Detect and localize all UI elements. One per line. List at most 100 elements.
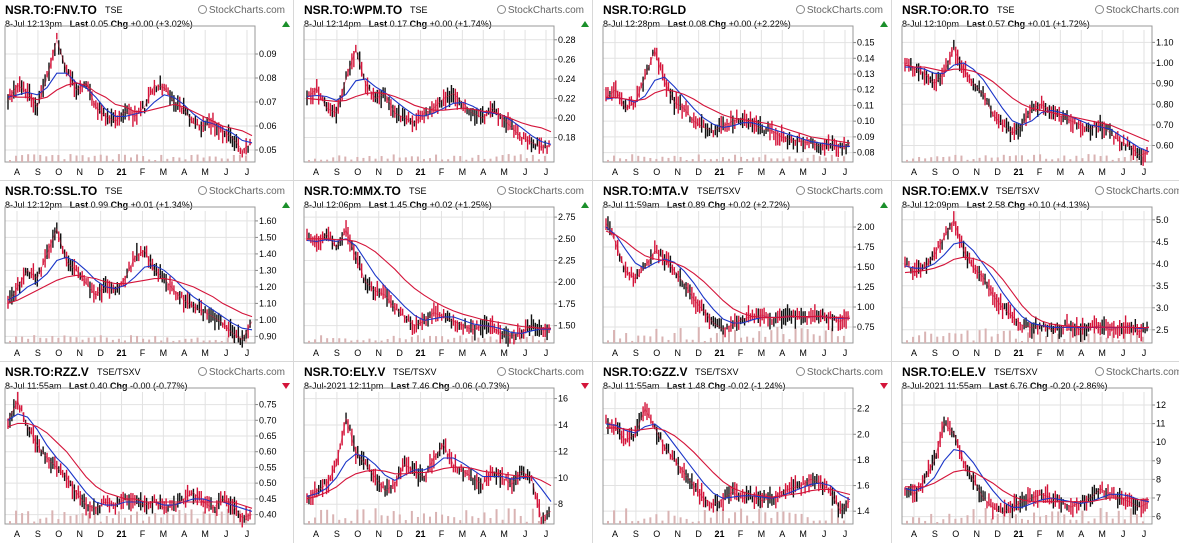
volume-bar [471, 516, 474, 524]
chg-value: -0.06 (-0.73%) [452, 381, 510, 391]
exchange-label: TSE [409, 186, 427, 196]
y-tick-label: 0.20 [558, 113, 576, 123]
last-value: 1.48 [687, 381, 706, 391]
x-tick-label: M [500, 348, 508, 358]
volume-bar [338, 338, 341, 343]
y-tick-label: 0.05 [259, 145, 277, 155]
volume-bar [1002, 154, 1005, 162]
moving-average-line [905, 469, 1149, 503]
x-tick-label: O [952, 167, 959, 177]
last-value: 7.46 [411, 381, 430, 391]
x-tick-label: M [1057, 529, 1065, 539]
x-tick-label: A [14, 167, 20, 177]
volume-bar [117, 154, 120, 162]
quote-info: 8-Jul 12:28pm Last 0.08 Chg +0.00 (+2.22… [603, 19, 791, 29]
volume-bar [812, 334, 815, 343]
chart-panel: NSR.TO:EMX.V TSE/TSXV StockCharts.com 8-Jul… [897, 181, 1179, 361]
x-tick-label: A [181, 348, 187, 358]
x-tick-label: A [779, 348, 785, 358]
y-tick-label: 9 [1156, 456, 1161, 466]
volume-bar [404, 157, 407, 162]
y-tick-label: 3.0 [1156, 303, 1169, 313]
x-tick-label: S [932, 348, 938, 358]
volume-bar [764, 154, 767, 162]
brand-label: StockCharts.com [197, 367, 285, 378]
volume-bar [1129, 508, 1132, 524]
x-tick-label: M [1098, 348, 1106, 358]
volume-bar [519, 154, 522, 162]
volume-bar [806, 329, 809, 343]
chart-panel: NSR.TO:WPM.TO TSE StockCharts.com 8-Jul 12:… [299, 0, 592, 180]
x-tick-label: M [1057, 348, 1065, 358]
volume-bar [465, 338, 468, 343]
volume-bar [1014, 338, 1017, 343]
volume-bar [202, 157, 205, 162]
price-line [605, 407, 851, 512]
volume-bar [942, 336, 945, 343]
volume-bar [51, 336, 54, 343]
x-tick-label: 21 [117, 167, 127, 177]
volume-bar [63, 512, 66, 524]
volume-bar [160, 517, 163, 524]
volume-bar [507, 154, 510, 162]
x-tick-label: O [653, 529, 660, 539]
y-tick-label: 8 [1156, 474, 1161, 484]
y-tick-label: 2.0 [857, 429, 870, 439]
price-line [306, 48, 552, 148]
volume-bar [350, 340, 353, 343]
y-tick-label: 0.22 [558, 93, 576, 103]
volume-bar [537, 159, 540, 162]
volume-bar [978, 157, 981, 162]
volume-bar [196, 154, 199, 162]
volume-bar [685, 339, 688, 343]
x-tick-label: M [201, 167, 209, 177]
volume-bar [752, 157, 755, 162]
volume-bar [1063, 155, 1066, 162]
x-tick-label: 21 [1014, 167, 1024, 177]
x-tick-label: S [932, 529, 938, 539]
volume-bar [1008, 510, 1011, 524]
volume-bar [655, 328, 658, 343]
quote-date: 8-Jul 12:14pm [304, 19, 362, 29]
y-tick-label: 0.90 [259, 331, 277, 341]
plot-frame [303, 387, 555, 525]
volume-bar [794, 513, 797, 524]
volume-bar [196, 518, 199, 524]
chg-label: Chg [409, 19, 428, 29]
volume-bar [519, 515, 522, 524]
y-tick-label: 0.24 [558, 74, 576, 84]
moving-average-line [7, 256, 253, 331]
volume-bar [1123, 519, 1126, 524]
column-divider [293, 0, 294, 543]
chart-panel: NSR.TO:MMX.TO TSE StockCharts.com 8-Jul 12:… [299, 181, 592, 361]
price-chart: 1.60 1.50 1.40 1.30 1.20 1.10 1.00 0.90 A S O N D 21 F… [4, 206, 277, 358]
volume-bar [123, 517, 126, 524]
x-tick-label: J [1121, 529, 1126, 539]
last-label: Last [988, 381, 1008, 391]
volume-bar [685, 518, 688, 524]
y-tick-label: 1.50 [259, 232, 277, 242]
volume-bar [99, 154, 102, 162]
volume-bar [1008, 330, 1011, 343]
volume-bar [214, 339, 217, 343]
last-value: 0.40 [89, 381, 108, 391]
volume-bar [244, 338, 247, 343]
volume-bar [15, 336, 18, 343]
volume-bar [441, 514, 444, 524]
volume-bar [344, 338, 347, 343]
volume-bar [332, 157, 335, 162]
x-tick-label: 21 [416, 529, 426, 539]
x-tick-label: J [843, 529, 848, 539]
moving-average-line [306, 92, 552, 133]
y-tick-label: 1.00 [259, 315, 277, 325]
volume-bar [166, 508, 169, 524]
volume-bar [667, 339, 670, 343]
x-tick-label: 21 [117, 348, 127, 358]
volume-bar [507, 508, 510, 524]
volume-bar [362, 509, 365, 524]
volume-bar [673, 333, 676, 343]
volume-bar [39, 154, 42, 162]
volume-bar [483, 512, 486, 524]
volume-bar [142, 156, 145, 162]
volume-bar [441, 336, 444, 343]
